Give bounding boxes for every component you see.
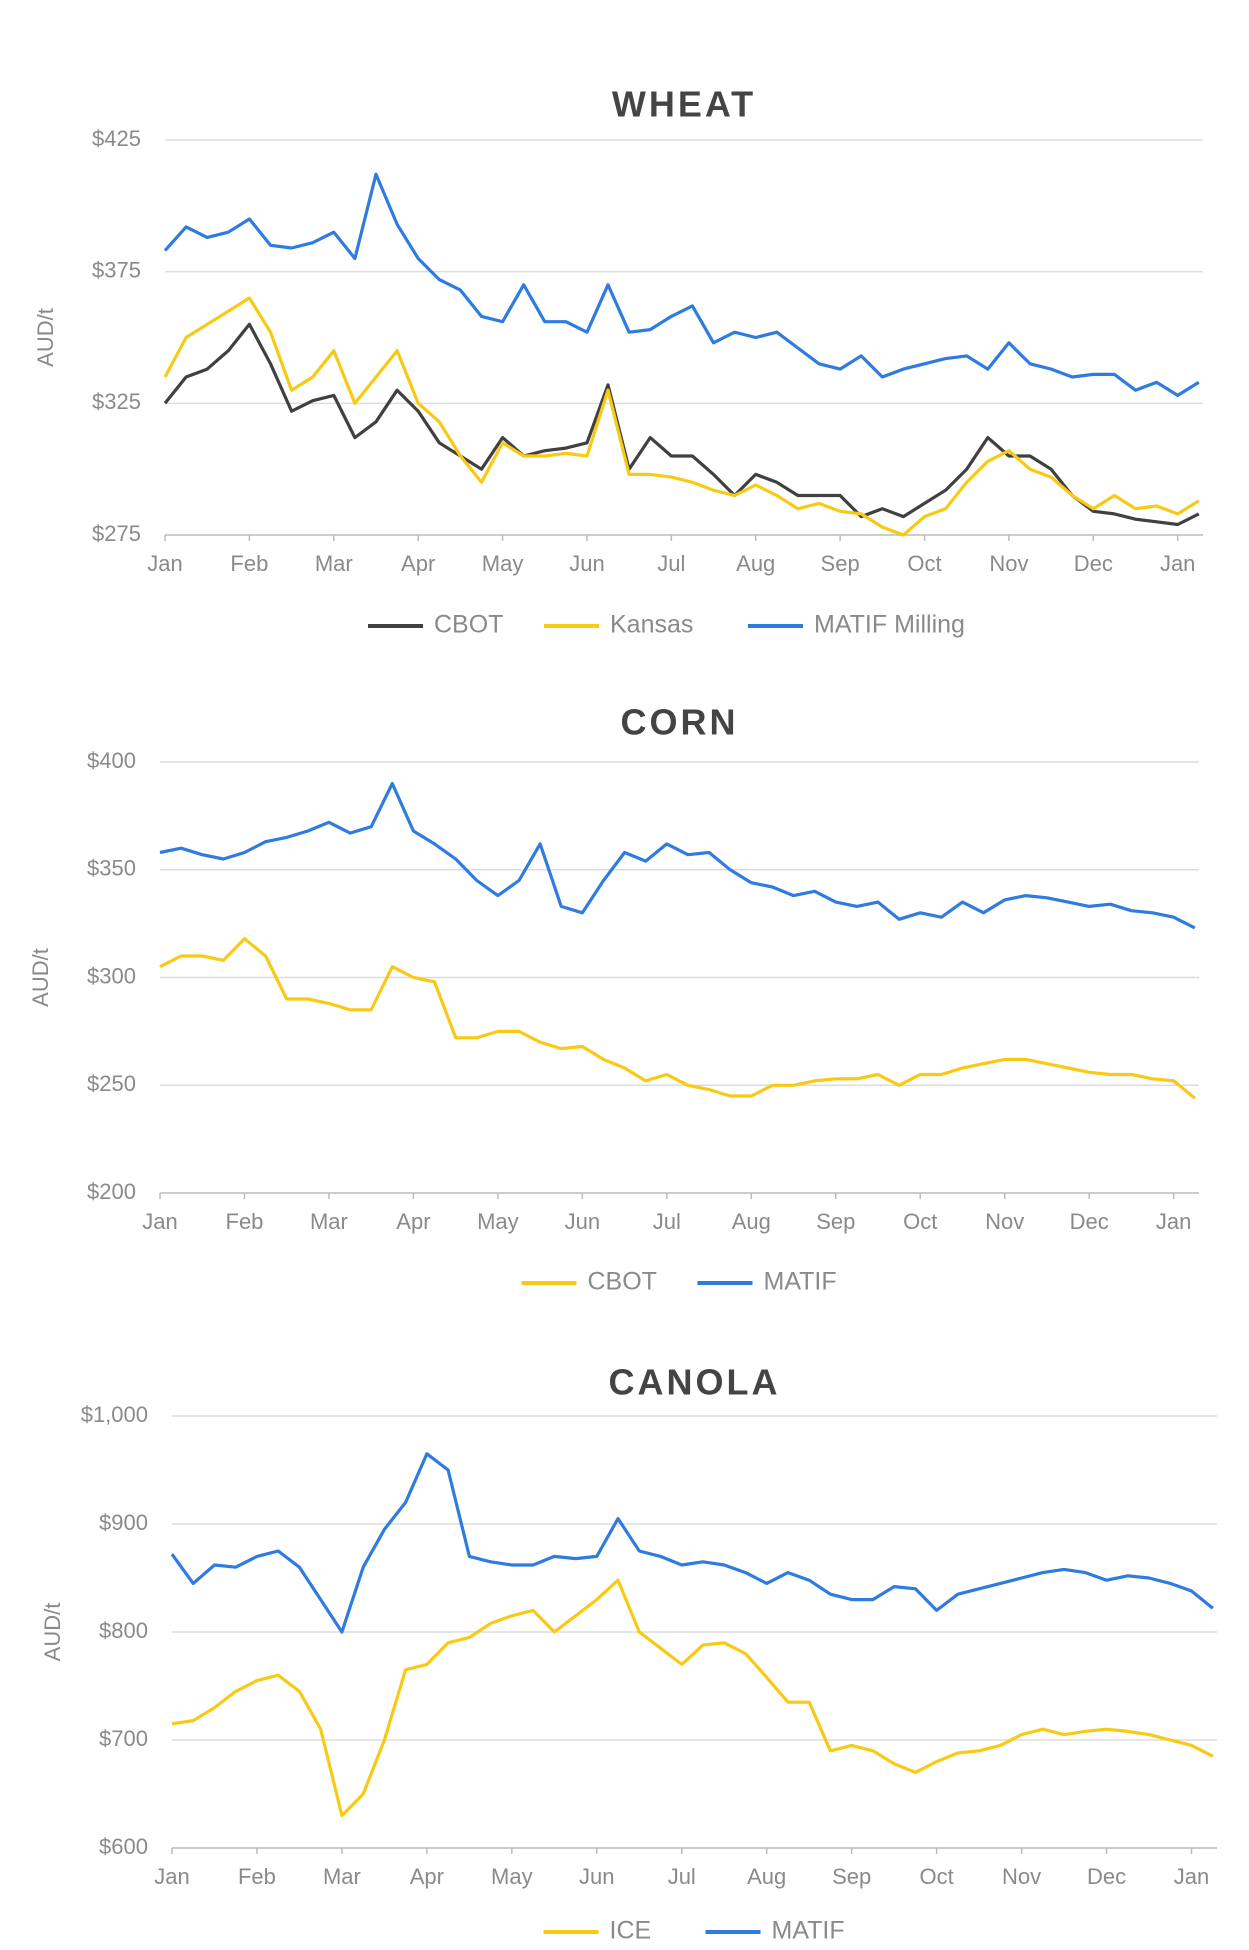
series-line bbox=[163, 322, 1200, 527]
y-tick-label: $350 bbox=[87, 856, 136, 881]
y-axis-label: AUD/t bbox=[40, 1603, 65, 1662]
chart-title: CANOLA bbox=[609, 1362, 781, 1403]
x-tick-label: Nov bbox=[1002, 1864, 1041, 1889]
y-tick-label: $325 bbox=[92, 389, 141, 414]
x-tick-label: Jan bbox=[1174, 1864, 1209, 1889]
x-tick-label: Apr bbox=[401, 551, 435, 576]
y-tick-label: $275 bbox=[92, 521, 141, 546]
y-tick-label: $300 bbox=[87, 963, 136, 988]
y-tick-label: $425 bbox=[92, 126, 141, 151]
x-tick-label: Jan bbox=[147, 551, 182, 576]
y-tick-label: $1,000 bbox=[81, 1402, 148, 1427]
x-tick-label: May bbox=[477, 1209, 519, 1234]
y-tick-label: $700 bbox=[99, 1726, 148, 1751]
x-tick-label: Apr bbox=[396, 1209, 430, 1234]
x-tick-label: Dec bbox=[1087, 1864, 1126, 1889]
x-tick-label: Feb bbox=[230, 551, 268, 576]
x-tick-label: May bbox=[482, 551, 524, 576]
x-tick-label: Jul bbox=[668, 1864, 696, 1889]
x-tick-label: Aug bbox=[736, 551, 775, 576]
x-tick-label: Jul bbox=[653, 1209, 681, 1234]
x-tick-label: Jan bbox=[154, 1864, 189, 1889]
series-line bbox=[170, 1452, 1214, 1634]
chart-title: WHEAT bbox=[612, 84, 756, 125]
legend-label: ICE bbox=[610, 1917, 652, 1945]
x-tick-label: Apr bbox=[410, 1864, 444, 1889]
x-tick-label: Sep bbox=[821, 551, 860, 576]
x-tick-label: Dec bbox=[1070, 1209, 1109, 1234]
x-tick-label: Oct bbox=[903, 1209, 937, 1234]
legend-label: Kansas bbox=[610, 611, 693, 639]
legend-label: MATIF bbox=[772, 1917, 845, 1945]
y-tick-label: $800 bbox=[99, 1618, 148, 1643]
x-tick-label: Nov bbox=[989, 551, 1028, 576]
y-tick-label: $600 bbox=[99, 1834, 148, 1859]
x-tick-label: Jul bbox=[657, 551, 685, 576]
y-tick-label: $200 bbox=[87, 1179, 136, 1204]
x-tick-label: Nov bbox=[985, 1209, 1024, 1234]
x-tick-label: Jun bbox=[579, 1864, 614, 1889]
x-tick-label: Jan bbox=[1160, 551, 1195, 576]
y-axis-label: AUD/t bbox=[33, 308, 58, 367]
y-tick-label: $250 bbox=[87, 1071, 136, 1096]
x-tick-label: Mar bbox=[310, 1209, 348, 1234]
x-tick-label: Mar bbox=[315, 551, 353, 576]
x-tick-label: May bbox=[491, 1864, 533, 1889]
series-line bbox=[171, 1578, 1214, 1818]
x-tick-label: Feb bbox=[238, 1864, 276, 1889]
chart-title: CORN bbox=[621, 702, 739, 743]
series-line bbox=[163, 296, 1200, 537]
x-tick-label: Sep bbox=[832, 1864, 871, 1889]
x-tick-label: Jun bbox=[569, 551, 604, 576]
legend-label: MATIF bbox=[764, 1268, 837, 1296]
x-tick-label: Feb bbox=[226, 1209, 264, 1234]
y-tick-label: $400 bbox=[87, 748, 136, 773]
series-line bbox=[159, 937, 1196, 1100]
y-axis-label: AUD/t bbox=[28, 948, 53, 1007]
x-tick-label: Sep bbox=[816, 1209, 855, 1234]
x-tick-label: Aug bbox=[732, 1209, 771, 1234]
x-tick-label: Oct bbox=[907, 551, 941, 576]
x-tick-label: Oct bbox=[920, 1864, 954, 1889]
series-line bbox=[159, 781, 1196, 930]
y-tick-label: $375 bbox=[92, 257, 141, 282]
series-line bbox=[163, 172, 1200, 397]
x-tick-label: Mar bbox=[323, 1864, 361, 1889]
legend-label: MATIF Milling bbox=[814, 611, 965, 639]
x-tick-label: Jan bbox=[1156, 1209, 1191, 1234]
x-tick-label: Aug bbox=[747, 1864, 786, 1889]
y-tick-label: $900 bbox=[99, 1510, 148, 1535]
legend-label: CBOT bbox=[434, 611, 503, 639]
x-tick-label: Jun bbox=[565, 1209, 600, 1234]
x-tick-label: Jan bbox=[142, 1209, 177, 1234]
x-tick-label: Dec bbox=[1074, 551, 1113, 576]
legend-label: CBOT bbox=[588, 1268, 657, 1296]
